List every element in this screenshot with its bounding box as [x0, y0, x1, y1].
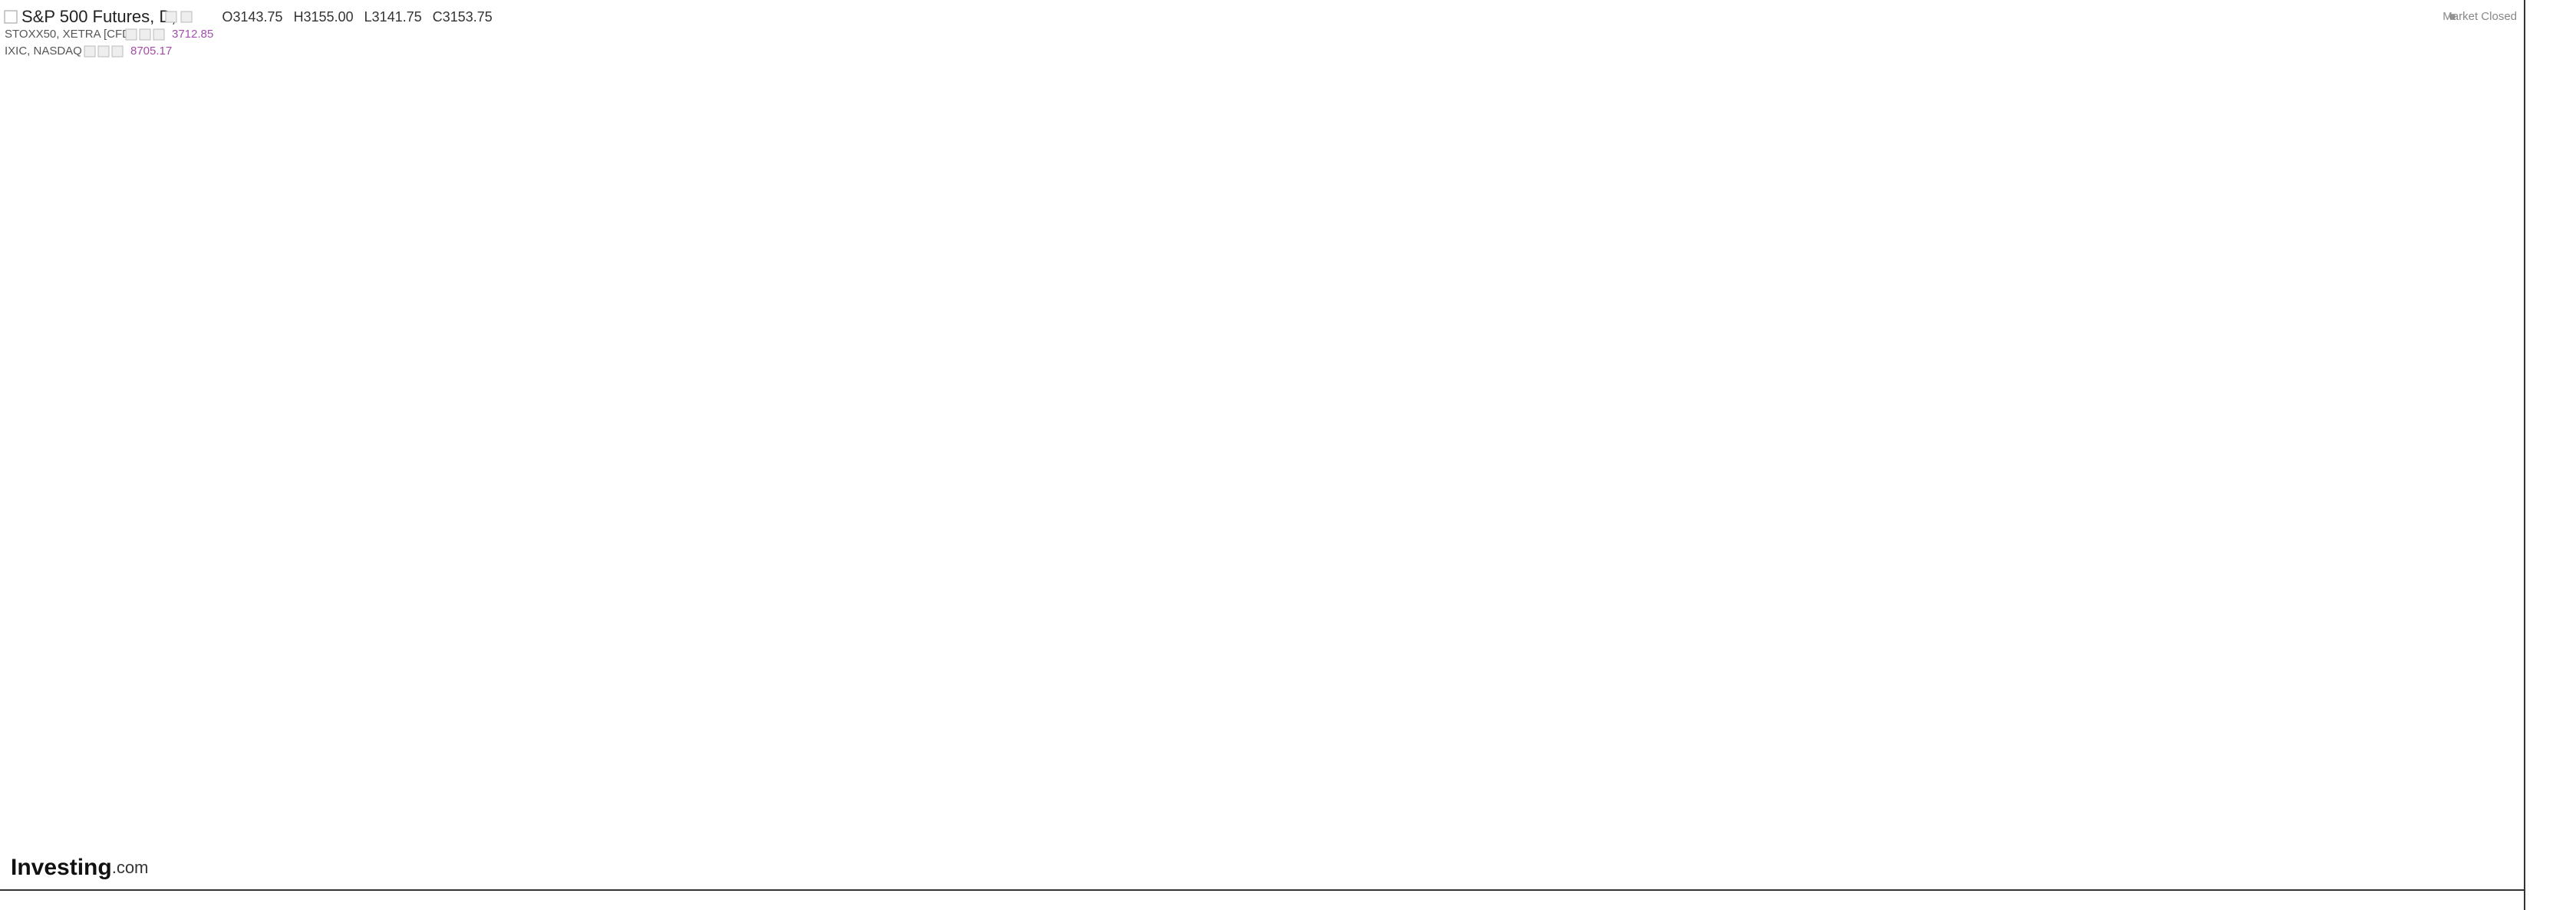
main-symbol: S&P 500 Futures, D, [21, 7, 176, 26]
compare-quote: 3712.85 [172, 28, 213, 41]
ohlc-low: L3141.75 [364, 9, 422, 25]
remove-icon[interactable] [153, 28, 165, 41]
hide-icon[interactable] [97, 45, 110, 58]
logo-main: Investing [11, 855, 112, 880]
compare-quote: 8705.17 [130, 45, 172, 58]
settings-icon[interactable] [165, 11, 177, 23]
logo-suffix: .com [112, 858, 149, 877]
ohlc-open: O3143.75 [222, 9, 282, 25]
logo: Investing.com [11, 855, 148, 880]
status-dot [2449, 14, 2456, 20]
settings-icon[interactable] [125, 28, 137, 41]
remove-icon[interactable] [111, 45, 124, 58]
ohlc-high: H3155.00 [293, 9, 353, 25]
collapse-icon[interactable] [4, 10, 18, 24]
hide-icon[interactable] [139, 28, 151, 41]
market-status: Market Closed [2442, 10, 2517, 23]
settings-icon[interactable] [84, 45, 96, 58]
compare-symbol: STOXX50, XETRA [CFD] [5, 28, 134, 41]
hide-icon[interactable] [180, 11, 193, 23]
ohlc-close: C3153.75 [433, 9, 493, 25]
compare-symbol: IXIC, NASDAQ [5, 45, 82, 58]
